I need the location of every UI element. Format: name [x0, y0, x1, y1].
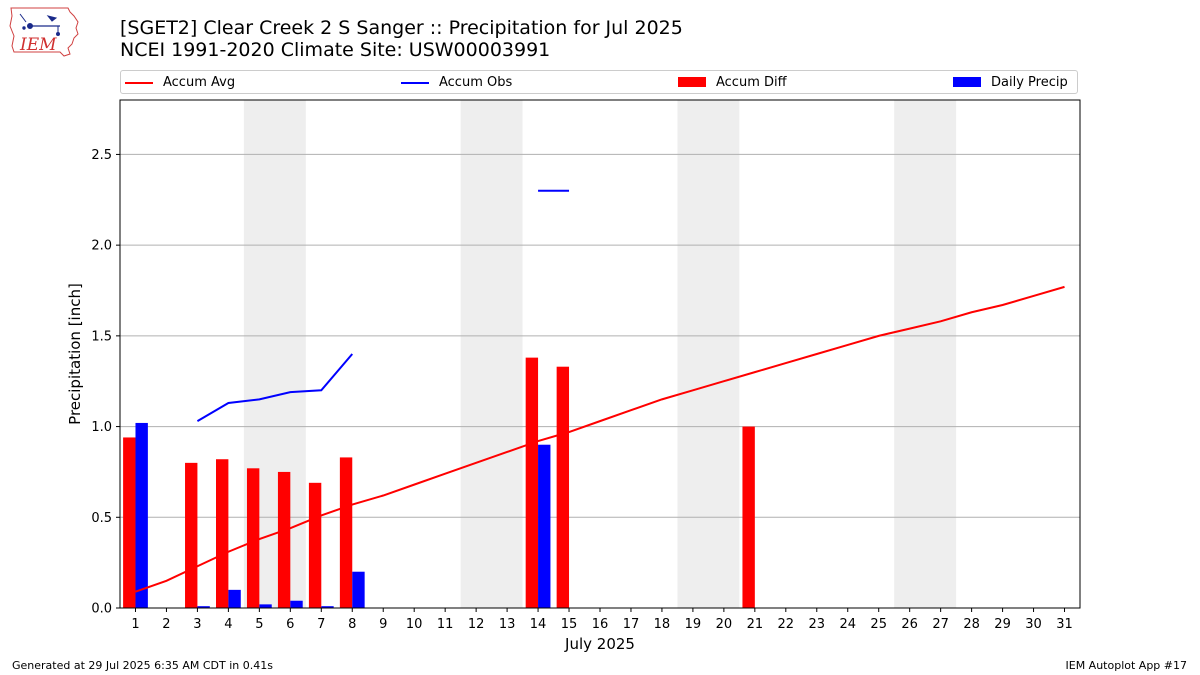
x-tick-label: 30 — [1025, 617, 1042, 632]
legend-label-accum-avg: Accum Avg — [163, 75, 236, 90]
y-tick-label: 2.5 — [91, 148, 112, 163]
x-tick-label: 16 — [592, 617, 609, 632]
x-tick-label: 17 — [623, 617, 640, 632]
weekend-shade-band — [894, 100, 957, 608]
bar-accum-diff — [185, 462, 198, 608]
weekend-shading-group — [243, 100, 957, 608]
bar-accum-diff — [742, 426, 755, 608]
x-tick-label: 13 — [499, 617, 516, 632]
legend-label-daily-precip: Daily Precip — [991, 75, 1068, 90]
x-tick-label: 1 — [131, 617, 139, 632]
bar-daily-precip — [228, 589, 241, 608]
x-axis-label: July 2025 — [564, 635, 635, 653]
legend-label-accum-diff: Accum Diff — [716, 75, 787, 90]
x-tick-label: 10 — [406, 617, 423, 632]
iem-logo: IEM — [9, 7, 79, 57]
chart-title: [SGET2] Clear Creek 2 S Sanger :: Precip… — [120, 17, 683, 39]
footer-app-id: IEM Autoplot App #17 — [1065, 659, 1188, 672]
legend: Accum Avg Accum Obs Accum Diff Daily Pre… — [120, 70, 1078, 94]
y-tick-label: 0.5 — [91, 511, 112, 526]
legend-label-accum-obs: Accum Obs — [439, 75, 513, 90]
x-tick-label: 14 — [530, 617, 547, 632]
x-tick-label: 3 — [193, 617, 201, 632]
legend-line-accum-obs — [401, 82, 429, 84]
x-tick-label: 23 — [809, 617, 826, 632]
x-tick-label: 2 — [162, 617, 170, 632]
x-tick-label: 12 — [468, 617, 485, 632]
x-tick-label: 26 — [901, 617, 918, 632]
x-tick-label: 31 — [1056, 617, 1073, 632]
x-tick-label: 29 — [994, 617, 1011, 632]
bar-accum-diff — [339, 457, 353, 608]
y-tick-label: 1.0 — [91, 420, 112, 435]
bar-daily-precip — [321, 606, 334, 608]
x-tick-label: 19 — [685, 617, 702, 632]
iowa-state-outline — [9, 7, 79, 57]
y-axis-label: Precipitation [inch] — [66, 283, 84, 425]
x-tick-label: 20 — [716, 617, 733, 632]
weekend-shade-band — [460, 100, 523, 608]
bar-accum-diff — [308, 482, 322, 608]
x-tick-label: 8 — [348, 617, 356, 632]
logo-text: IEM — [19, 35, 57, 55]
chart-subtitle: NCEI 1991-2020 Climate Site: USW00003991 — [120, 39, 551, 61]
bar-daily-precip — [538, 444, 551, 608]
bar-daily-precip — [290, 600, 303, 608]
x-tick-label: 15 — [561, 617, 578, 632]
x-tick-label: 22 — [778, 617, 795, 632]
x-tick-label: 25 — [870, 617, 887, 632]
x-tick-label: 24 — [839, 617, 856, 632]
legend-patch-daily-precip — [953, 77, 981, 87]
y-tick-label: 2.0 — [91, 239, 112, 254]
line-accum-obs — [196, 353, 354, 422]
x-tick-label: 27 — [932, 617, 949, 632]
x-tick-label: 7 — [317, 617, 325, 632]
bar-daily-precip — [197, 606, 210, 608]
legend-patch-accum-diff — [678, 77, 706, 87]
footer-generated-text: Generated at 29 Jul 2025 6:35 AM CDT in … — [12, 659, 273, 672]
axes-ticks-group: 0.00.51.01.52.02.51 2 3 4 5 6 7 8 9 10 11 12 13 14 15 1… — [91, 148, 1072, 632]
x-tick-label: 28 — [963, 617, 980, 632]
bars-group — [123, 357, 755, 608]
x-tick-label: 11 — [437, 617, 454, 632]
bar-accum-diff — [123, 437, 136, 608]
x-tick-label: 6 — [286, 617, 294, 632]
x-tick-label: 18 — [654, 617, 671, 632]
y-tick-label: 0.0 — [91, 602, 112, 617]
bar-accum-diff — [246, 468, 260, 608]
bar-daily-precip — [352, 571, 365, 608]
x-tick-label: 21 — [747, 617, 764, 632]
weather-station-icon — [19, 13, 60, 36]
bar-accum-diff — [277, 471, 291, 608]
y-tick-label: 1.5 — [91, 329, 112, 344]
x-tick-label: 4 — [224, 617, 232, 632]
line-accum-avg — [135, 285, 1065, 593]
bar-daily-precip — [135, 422, 148, 608]
bar-accum-diff — [216, 459, 229, 608]
x-tick-label: 9 — [379, 617, 387, 632]
lines-group — [135, 189, 1065, 593]
bar-daily-precip — [259, 604, 272, 608]
bar-accum-diff — [525, 357, 539, 608]
weekend-shade-band — [677, 100, 740, 608]
legend-line-accum-avg — [125, 82, 153, 84]
x-tick-label: 5 — [255, 617, 263, 632]
bar-accum-diff — [556, 366, 570, 608]
